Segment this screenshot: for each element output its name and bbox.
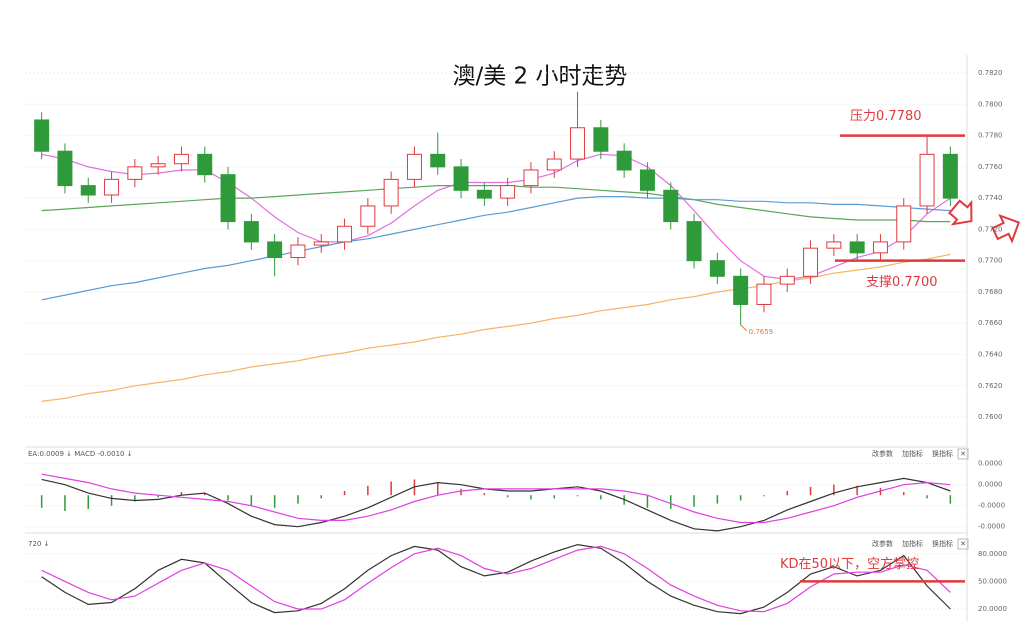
candle-body	[80, 185, 96, 196]
y-tick-label: -0.0000	[978, 502, 1005, 510]
candle-body	[267, 241, 283, 259]
y-tick-label: -0.0000	[978, 523, 1005, 531]
indicator-line	[41, 253, 951, 402]
candle-body	[476, 189, 492, 199]
level-label: 压力0.7780	[850, 109, 922, 124]
arrow	[991, 213, 1021, 244]
candle-body	[360, 205, 376, 227]
y-tick-label: 0.7680	[978, 288, 1003, 296]
low-label: 0.7659	[749, 328, 774, 336]
candle-body	[639, 169, 655, 191]
candle-body	[663, 189, 679, 223]
y-tick-label: 0.7640	[978, 350, 1003, 358]
candle-body	[826, 241, 842, 249]
candle-body	[243, 221, 259, 243]
candle-body	[430, 153, 446, 168]
close-box[interactable]	[957, 538, 969, 550]
close-box[interactable]	[957, 448, 969, 460]
y-tick-label: 0.7660	[978, 319, 1003, 327]
y-tick-label: 0.7740	[978, 194, 1003, 202]
indicator-header: EA:0.0009 ↓ MACD -0.0010 ↓	[28, 450, 133, 458]
indicator-line	[41, 545, 951, 613]
candle-body	[546, 158, 562, 171]
indicator-line	[41, 477, 951, 532]
candle-body	[849, 241, 865, 254]
y-tick-label: 0.0000	[978, 481, 1003, 489]
y-tick-label: 0.7620	[978, 382, 1003, 390]
candle-body	[733, 275, 749, 305]
y-tick-label: 0.0000	[978, 460, 1003, 468]
candle-body	[34, 119, 50, 152]
candle-body	[616, 150, 632, 171]
candle-body	[220, 174, 236, 223]
candle-body	[942, 153, 958, 199]
candle-body	[919, 153, 935, 207]
candle-body	[173, 153, 189, 165]
candle-body	[453, 166, 469, 191]
indicator-line	[41, 473, 951, 524]
candle-body	[104, 178, 120, 196]
arrow	[948, 199, 973, 226]
toolbar-button[interactable]: ✕	[960, 450, 966, 458]
candle-body	[686, 221, 702, 262]
level-label: 支撑0.7700	[866, 275, 938, 290]
y-tick-label: 20.0000	[978, 605, 1007, 613]
y-tick-label: 0.7720	[978, 225, 1003, 233]
toolbar-button[interactable]: 改参数	[872, 539, 893, 548]
y-tick-label: 0.7760	[978, 163, 1003, 171]
indicator-line	[41, 196, 951, 301]
level-label: KD在50以下，空方掌控	[780, 556, 919, 572]
candle-body	[872, 241, 888, 254]
candle-body	[709, 260, 725, 277]
y-tick-label: 80.0000	[978, 550, 1007, 558]
candle-body	[756, 283, 772, 305]
indicator-line	[41, 543, 951, 615]
candle-body	[570, 127, 586, 160]
candle-body	[803, 247, 819, 277]
y-tick-label: 0.7600	[978, 413, 1003, 421]
candle-body	[197, 153, 213, 176]
toolbar-button[interactable]: 换指标	[932, 539, 953, 548]
indicator-header: 720 ↓	[28, 540, 49, 548]
toolbar-button[interactable]: 加指标	[902, 539, 923, 548]
toolbar-button[interactable]: ✕	[960, 540, 966, 548]
candle-body	[290, 244, 306, 259]
candle-body	[779, 275, 795, 285]
candle-body	[313, 241, 329, 246]
candle-body	[500, 185, 516, 199]
candle-body	[383, 178, 399, 207]
candle-body	[150, 163, 166, 168]
y-tick-label: 0.7780	[978, 132, 1003, 140]
candle-body	[57, 150, 73, 187]
y-tick-label: 0.7820	[978, 69, 1003, 77]
toolbar-button[interactable]: 改参数	[872, 449, 893, 458]
indicator-line	[41, 153, 951, 281]
chart-title: 澳/美 2 小时走势	[452, 64, 627, 90]
y-tick-label: 0.7800	[978, 100, 1003, 108]
candle-body	[406, 153, 422, 180]
y-tick-label: 50.0000	[978, 577, 1007, 585]
indicator-line	[41, 185, 951, 223]
toolbar-button[interactable]: 加指标	[902, 449, 923, 458]
candle-body	[127, 166, 143, 180]
toolbar-button[interactable]: 换指标	[932, 449, 953, 458]
candle-body	[337, 225, 353, 243]
y-tick-label: 0.7700	[978, 257, 1003, 265]
candle-body	[593, 127, 609, 152]
candle-body	[896, 205, 912, 243]
candle-body	[523, 169, 539, 187]
low-marker	[740, 324, 748, 332]
